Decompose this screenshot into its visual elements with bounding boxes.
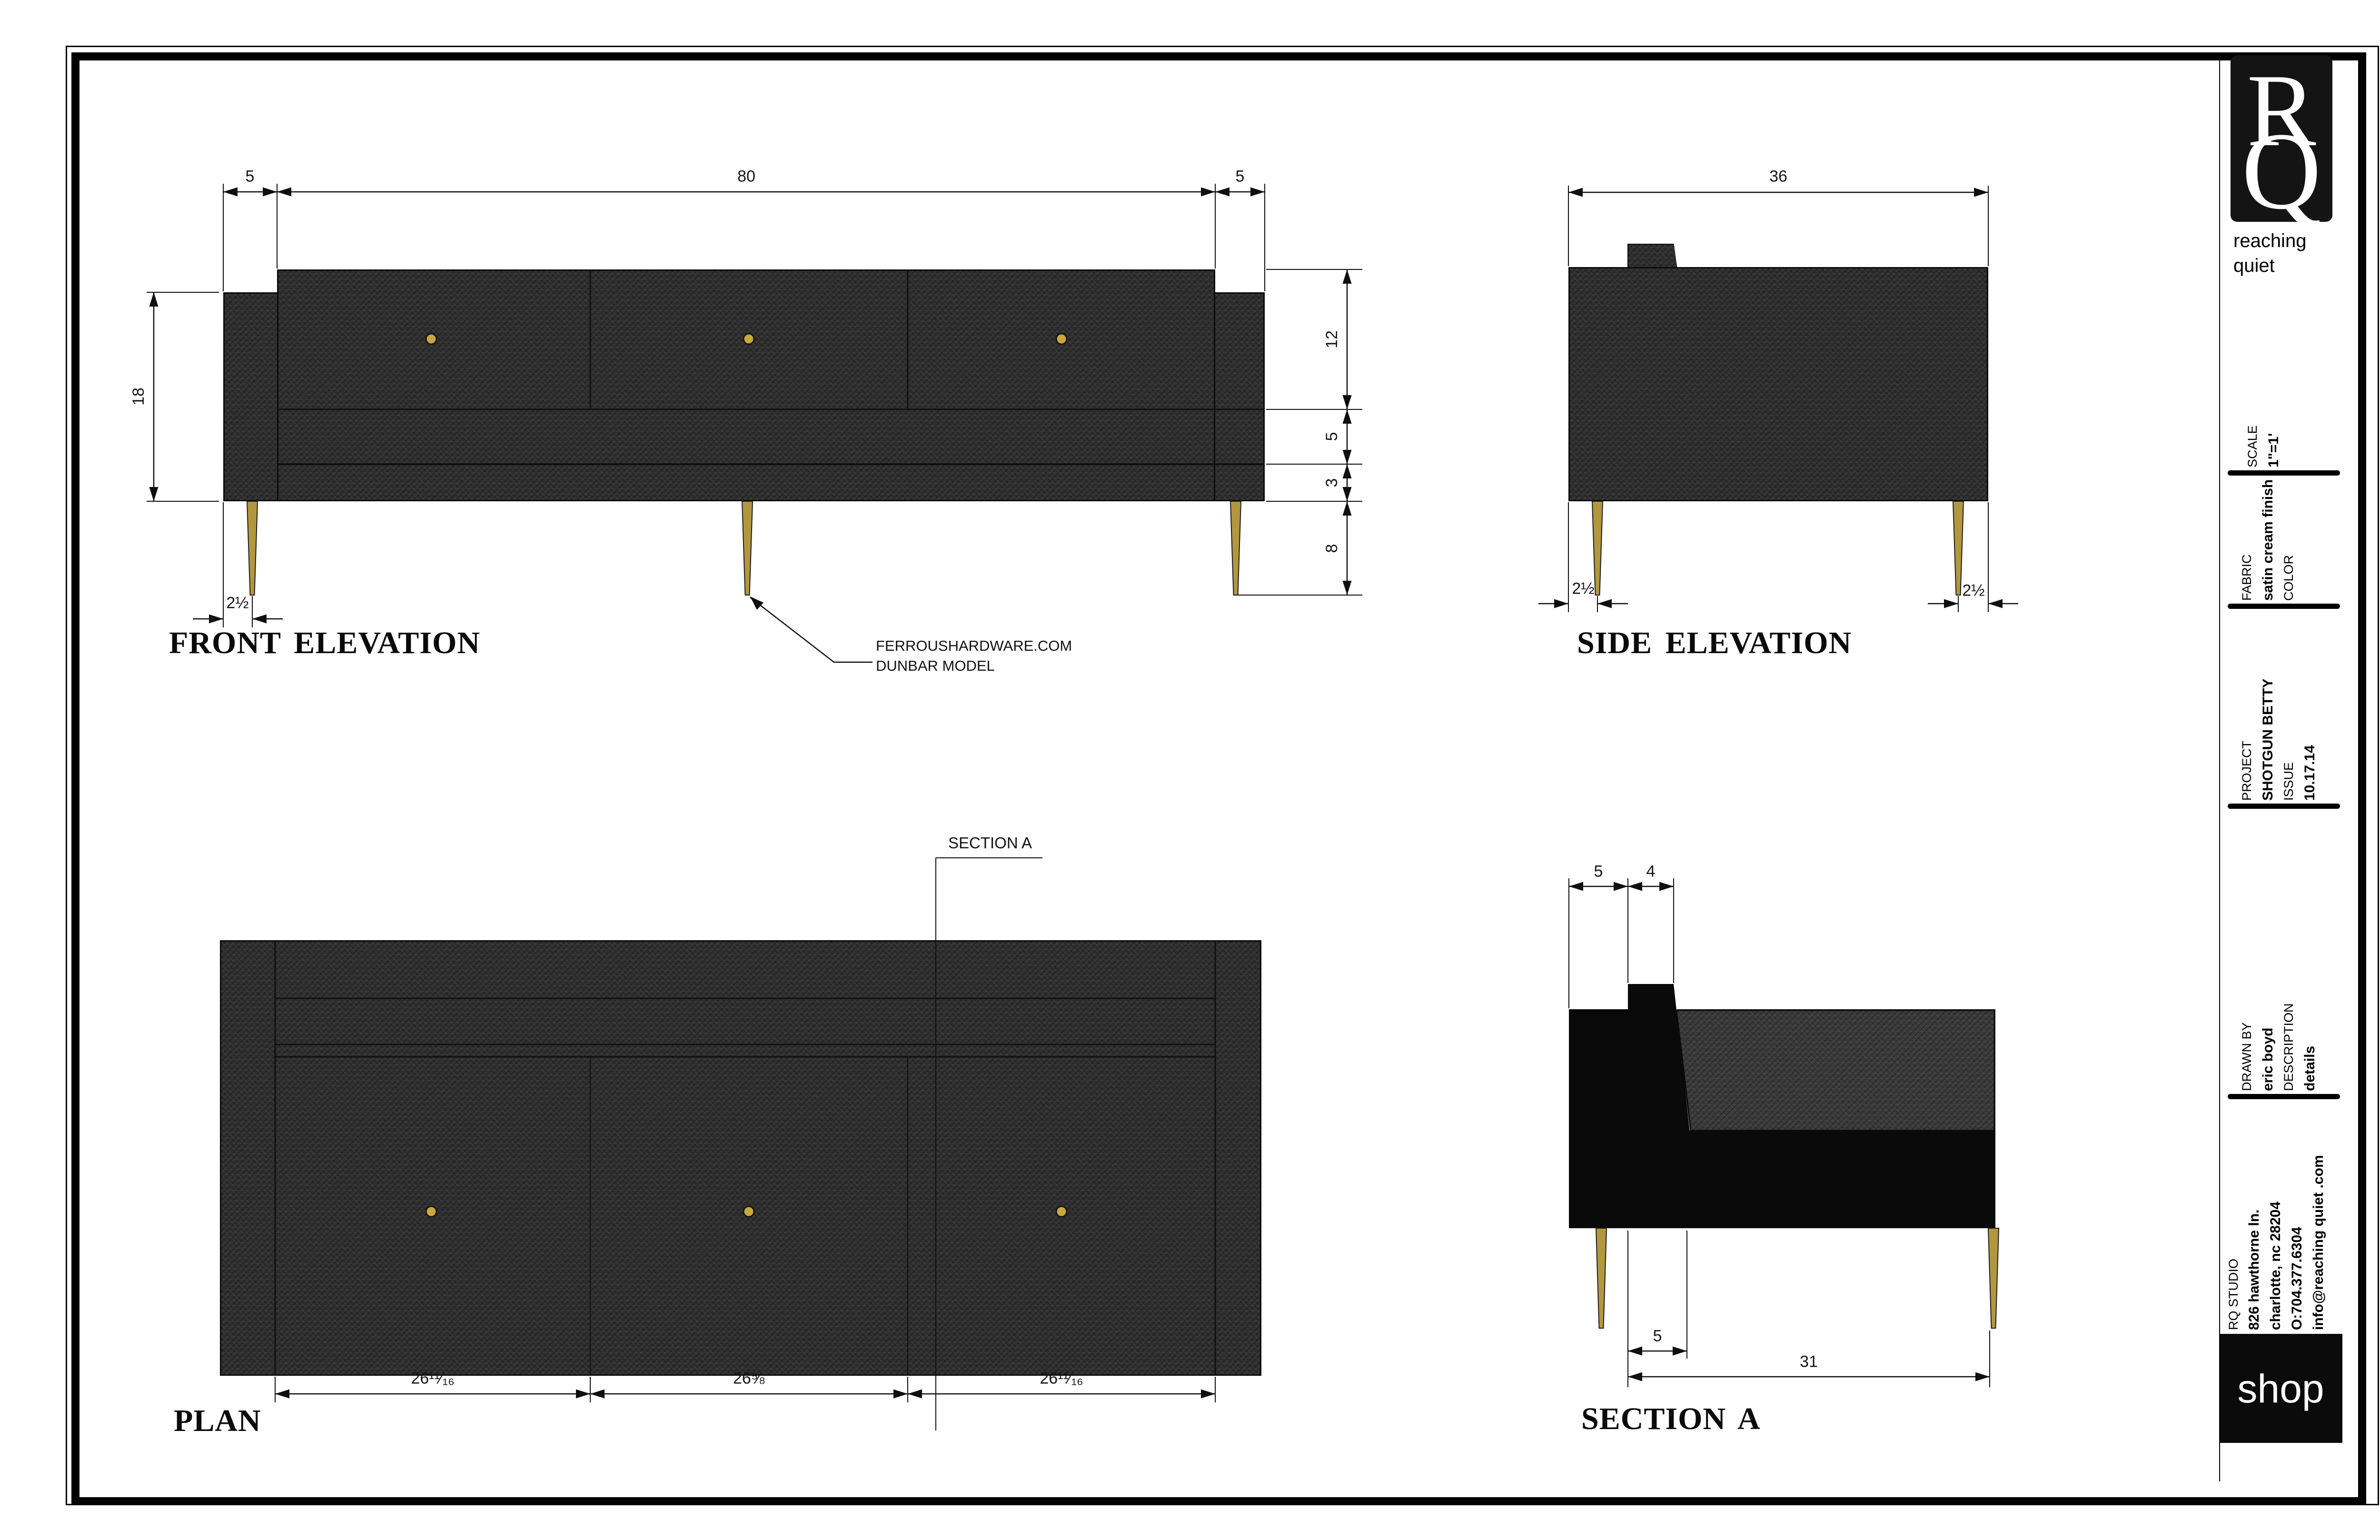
titleblock-drawnby: DRAWN BY eric boyd DESCRIPTION details [2237, 903, 2321, 1091]
drawnby-label: DRAWN BY [2240, 1022, 2254, 1091]
studio-address1: 826 hawthorne ln. [2246, 1209, 2262, 1330]
description-label: DESCRIPTION [2281, 1003, 2296, 1091]
plan-title: PLAN [174, 1403, 261, 1438]
section-dim-bottom-inset: 5 [1653, 1327, 1662, 1345]
drawnby-value: eric boyd [2260, 1027, 2276, 1091]
plan-body [220, 940, 1261, 1376]
hardware-annotation-line2: DUNBAR MODEL [876, 657, 995, 674]
title-strip-divider [2219, 60, 2220, 1481]
studio-address2: charlotte, nc 28204 [2267, 1201, 2283, 1330]
rq-logo-letter-r: R [2247, 53, 2316, 168]
titleblock-bar-2 [2228, 604, 2340, 609]
scale-label: SCALE [2245, 425, 2260, 467]
titleblock-bar-1 [2228, 470, 2340, 476]
project-label: PROJECT [2240, 740, 2254, 801]
side-elevation-title: SIDE ELEVATION [1577, 626, 1852, 660]
project-value: SHOTGUN BETTY [2260, 678, 2276, 801]
fabric-label: FABRIC [2240, 554, 2254, 601]
titleblock-project: PROJECT SHOTGUN BETTY ISSUE 10.17.14 [2237, 675, 2321, 801]
fabric-value: satin cream finish [2260, 479, 2276, 601]
brand-name-line2: quiet [2233, 255, 2275, 276]
front-dim-leg-inset: 2½ [226, 594, 249, 612]
titleblock-bar-3 [2228, 804, 2340, 809]
section-dim-seat-depth: 31 [1800, 1352, 1818, 1371]
scale-value: 1"=1' [2265, 433, 2281, 467]
section-dim-backrest-width: 4 [1646, 862, 1656, 881]
front-dim-right-5: 5 [1323, 432, 1341, 441]
sheet-frame [71, 52, 2366, 1505]
front-dim-top-center: 80 [737, 167, 755, 186]
shop-badge: shop [2219, 1334, 2342, 1443]
section-a-cushion [1677, 1009, 1995, 1132]
issue-value: 10.17.14 [2302, 745, 2318, 801]
plan-section-cut-label: SECTION A [948, 834, 1032, 852]
studio-email: info@reaching quiet .com [2310, 1155, 2326, 1330]
hardware-annotation-line1: FERROUSHARDWARE.COM [876, 637, 1072, 654]
side-dim-width-36: 36 [1769, 167, 1787, 186]
rq-logo: R Q [2231, 53, 2332, 227]
plan-dim-door-2: 26⅝ [733, 1369, 765, 1388]
section-a-title: SECTION A [1581, 1401, 1761, 1436]
front-dim-right-8: 8 [1323, 544, 1341, 553]
issue-label: ISSUE [2281, 762, 2296, 801]
titleblock-fabric: FABRIC satin cream finish COLOR [2237, 473, 2299, 601]
brand-name-line1: reaching [2233, 230, 2307, 251]
titleblock-bar-4 [2228, 1094, 2340, 1099]
front-dim-top-right: 5 [1235, 167, 1245, 186]
section-dim-back-inset: 5 [1594, 862, 1603, 881]
front-dim-right-3: 3 [1323, 478, 1341, 487]
shop-badge-label: shop [2237, 1366, 2324, 1411]
front-elevation-title: FRONT ELEVATION [169, 626, 480, 660]
description-value: details [2302, 1045, 2318, 1091]
studio-name: RQ STUDIO [2226, 1258, 2241, 1330]
front-dim-top-left: 5 [245, 167, 255, 186]
side-elevation-body [1568, 267, 1988, 501]
plan-dim-door-1: 26¹¹⁄₁₆ [411, 1369, 455, 1388]
studio-phone: O:704.377.6304 [2289, 1227, 2305, 1330]
front-dim-right-12: 12 [1323, 330, 1341, 348]
hardware-annotation: FERROUSHARDWARE.COM DUNBAR MODEL [876, 636, 1072, 676]
side-dim-leg-inset-right: 2½ [1962, 581, 1985, 600]
rq-logo-letter-q: Q [2241, 110, 2321, 232]
plan-dim-door-3: 26¹¹⁄₁₆ [1040, 1369, 1083, 1388]
titleblock-studio: RQ STUDIO 826 hawthorne ln. charlotte, n… [2224, 1107, 2329, 1330]
side-dim-leg-inset-left: 2½ [1572, 579, 1595, 598]
front-elevation-main-body [277, 269, 1215, 501]
titleblock-scale: SCALE 1"=1' [2243, 387, 2285, 467]
front-dim-height-18: 18 [129, 387, 148, 406]
brand-name: reaching quiet [2233, 229, 2306, 278]
side-elevation-backrest-bump [1627, 244, 1677, 270]
color-label: COLOR [2281, 555, 2296, 601]
